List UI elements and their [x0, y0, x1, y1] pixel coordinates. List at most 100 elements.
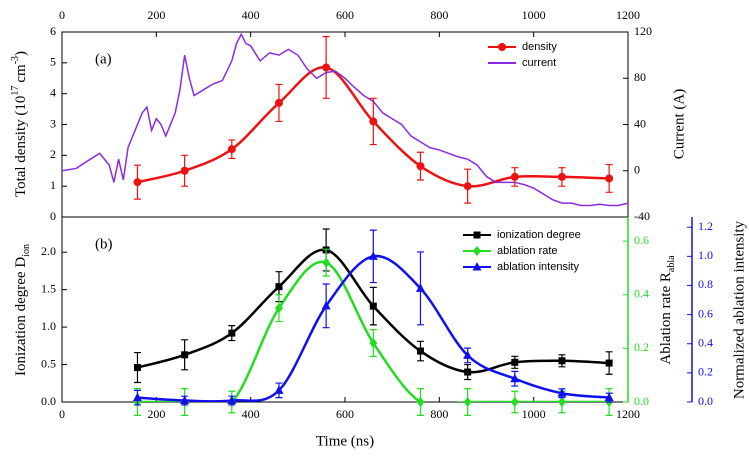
label-part: abla [666, 255, 677, 272]
y3-axis-label: Normalized ablation intensity [731, 220, 747, 399]
panel-annotation: (b) [95, 236, 113, 252]
legend-marker [498, 43, 506, 51]
y-tick-label: 2 [50, 147, 56, 161]
data-point [133, 178, 142, 187]
y-tick-label: 0 [50, 209, 56, 223]
legend-label: ablation rate [497, 245, 558, 257]
y-tick-label: 5 [50, 55, 56, 69]
data-point [463, 182, 472, 191]
data-point [132, 392, 142, 402]
x-tick-label: 1200 [616, 407, 640, 421]
x-tick-label: 800 [430, 8, 448, 22]
data-point [228, 329, 236, 337]
data-point [274, 385, 284, 394]
y2-tick-label: 0.4 [634, 287, 649, 301]
legend-marker [473, 231, 481, 239]
data-point [557, 172, 566, 181]
x-tick-label: 600 [336, 407, 354, 421]
label-part: -3 [10, 56, 21, 64]
x-tick-label: 1000 [522, 8, 546, 22]
x-tick-label: 400 [242, 407, 260, 421]
y3-tick-label: 0.2 [698, 365, 713, 379]
data-point [322, 257, 331, 268]
data-point [510, 172, 519, 181]
y2-tick-label: 40 [634, 116, 646, 130]
y3-tick-label: 0.6 [698, 306, 713, 320]
data-point [416, 397, 425, 407]
data-point [604, 392, 614, 402]
data-point [464, 368, 472, 376]
y-axis-label: Total density (1017 cm-3) [10, 51, 29, 197]
y2-tick-label: -40 [634, 209, 650, 223]
data-point [274, 98, 283, 107]
y2-tick-label: 0.0 [634, 394, 649, 408]
y-tick-label: 3 [50, 116, 56, 130]
legend-label: ablation intensity [497, 261, 579, 273]
y-axis-label: Ionization degree Dion [13, 244, 32, 376]
x-tick-label: 1200 [616, 8, 640, 22]
y2-axis-label: Current (A) [671, 89, 687, 159]
data-point [510, 397, 519, 407]
x-tick-label: 0 [59, 8, 65, 22]
label-part: ion [21, 244, 32, 257]
legend-label: current [522, 57, 556, 69]
legend-marker [472, 262, 482, 271]
data-point [463, 350, 473, 359]
data-point [511, 358, 519, 366]
data-point [510, 373, 520, 383]
label-part: 17 [10, 86, 21, 96]
y-tick-label: 0.5 [41, 356, 56, 370]
y-tick-label: 1.0 [41, 319, 56, 333]
x-tick-label: 200 [147, 8, 165, 22]
y2-tick-label: 0 [634, 163, 640, 177]
x-tick-label: 1000 [522, 407, 546, 421]
data-point [227, 145, 236, 154]
x-tick-label: 0 [59, 407, 65, 421]
y-tick-label: 4 [50, 85, 56, 99]
y-tick-label: 1 [50, 178, 56, 192]
y2-tick-label: 80 [634, 70, 646, 84]
x-tick-label: 800 [430, 407, 448, 421]
data-point [322, 63, 331, 72]
x-tick-label: 400 [242, 8, 260, 22]
data-point [274, 303, 283, 314]
data-point [605, 174, 614, 183]
label-part: cm [13, 64, 29, 83]
y-tick-label: 1.5 [41, 281, 56, 295]
y2-tick-label: 120 [634, 24, 652, 38]
data-point [369, 302, 377, 310]
y3-tick-label: 1.2 [698, 219, 713, 233]
data-point [321, 300, 331, 310]
data-point [415, 283, 425, 292]
y3-tick-label: 0.8 [698, 277, 713, 291]
y3-tick-label: 0.0 [698, 394, 713, 408]
label-part: Ionization degree D [13, 257, 29, 376]
label-part: Ablation rate R [658, 272, 674, 364]
label-part: ) [13, 51, 29, 56]
panel-annotation: (a) [95, 51, 112, 67]
data-point [275, 283, 283, 291]
y2-tick-label: 0.6 [634, 233, 649, 247]
y2-axis-label: Ablation rate Rabla [658, 255, 677, 365]
legend-marker [473, 246, 481, 256]
data-point [181, 351, 189, 359]
data-point [368, 251, 378, 260]
x-tick-label: 600 [336, 8, 354, 22]
data-point [416, 162, 425, 171]
data-point [133, 364, 141, 372]
data-point [558, 357, 566, 365]
data-point [180, 166, 189, 175]
data-point [227, 395, 237, 405]
y-tick-label: 2.0 [41, 244, 56, 258]
y-tick-label: 0.0 [41, 394, 56, 408]
legend-label: ionization degree [497, 229, 581, 241]
data-point [557, 388, 567, 397]
x-tick-label: 200 [147, 407, 165, 421]
y-tick-label: 6 [50, 24, 56, 38]
label-part: Total density (10 [13, 96, 29, 197]
data-point [180, 395, 190, 405]
series-line [137, 260, 610, 402]
legend-label: density [522, 41, 557, 53]
series-line [62, 32, 628, 207]
